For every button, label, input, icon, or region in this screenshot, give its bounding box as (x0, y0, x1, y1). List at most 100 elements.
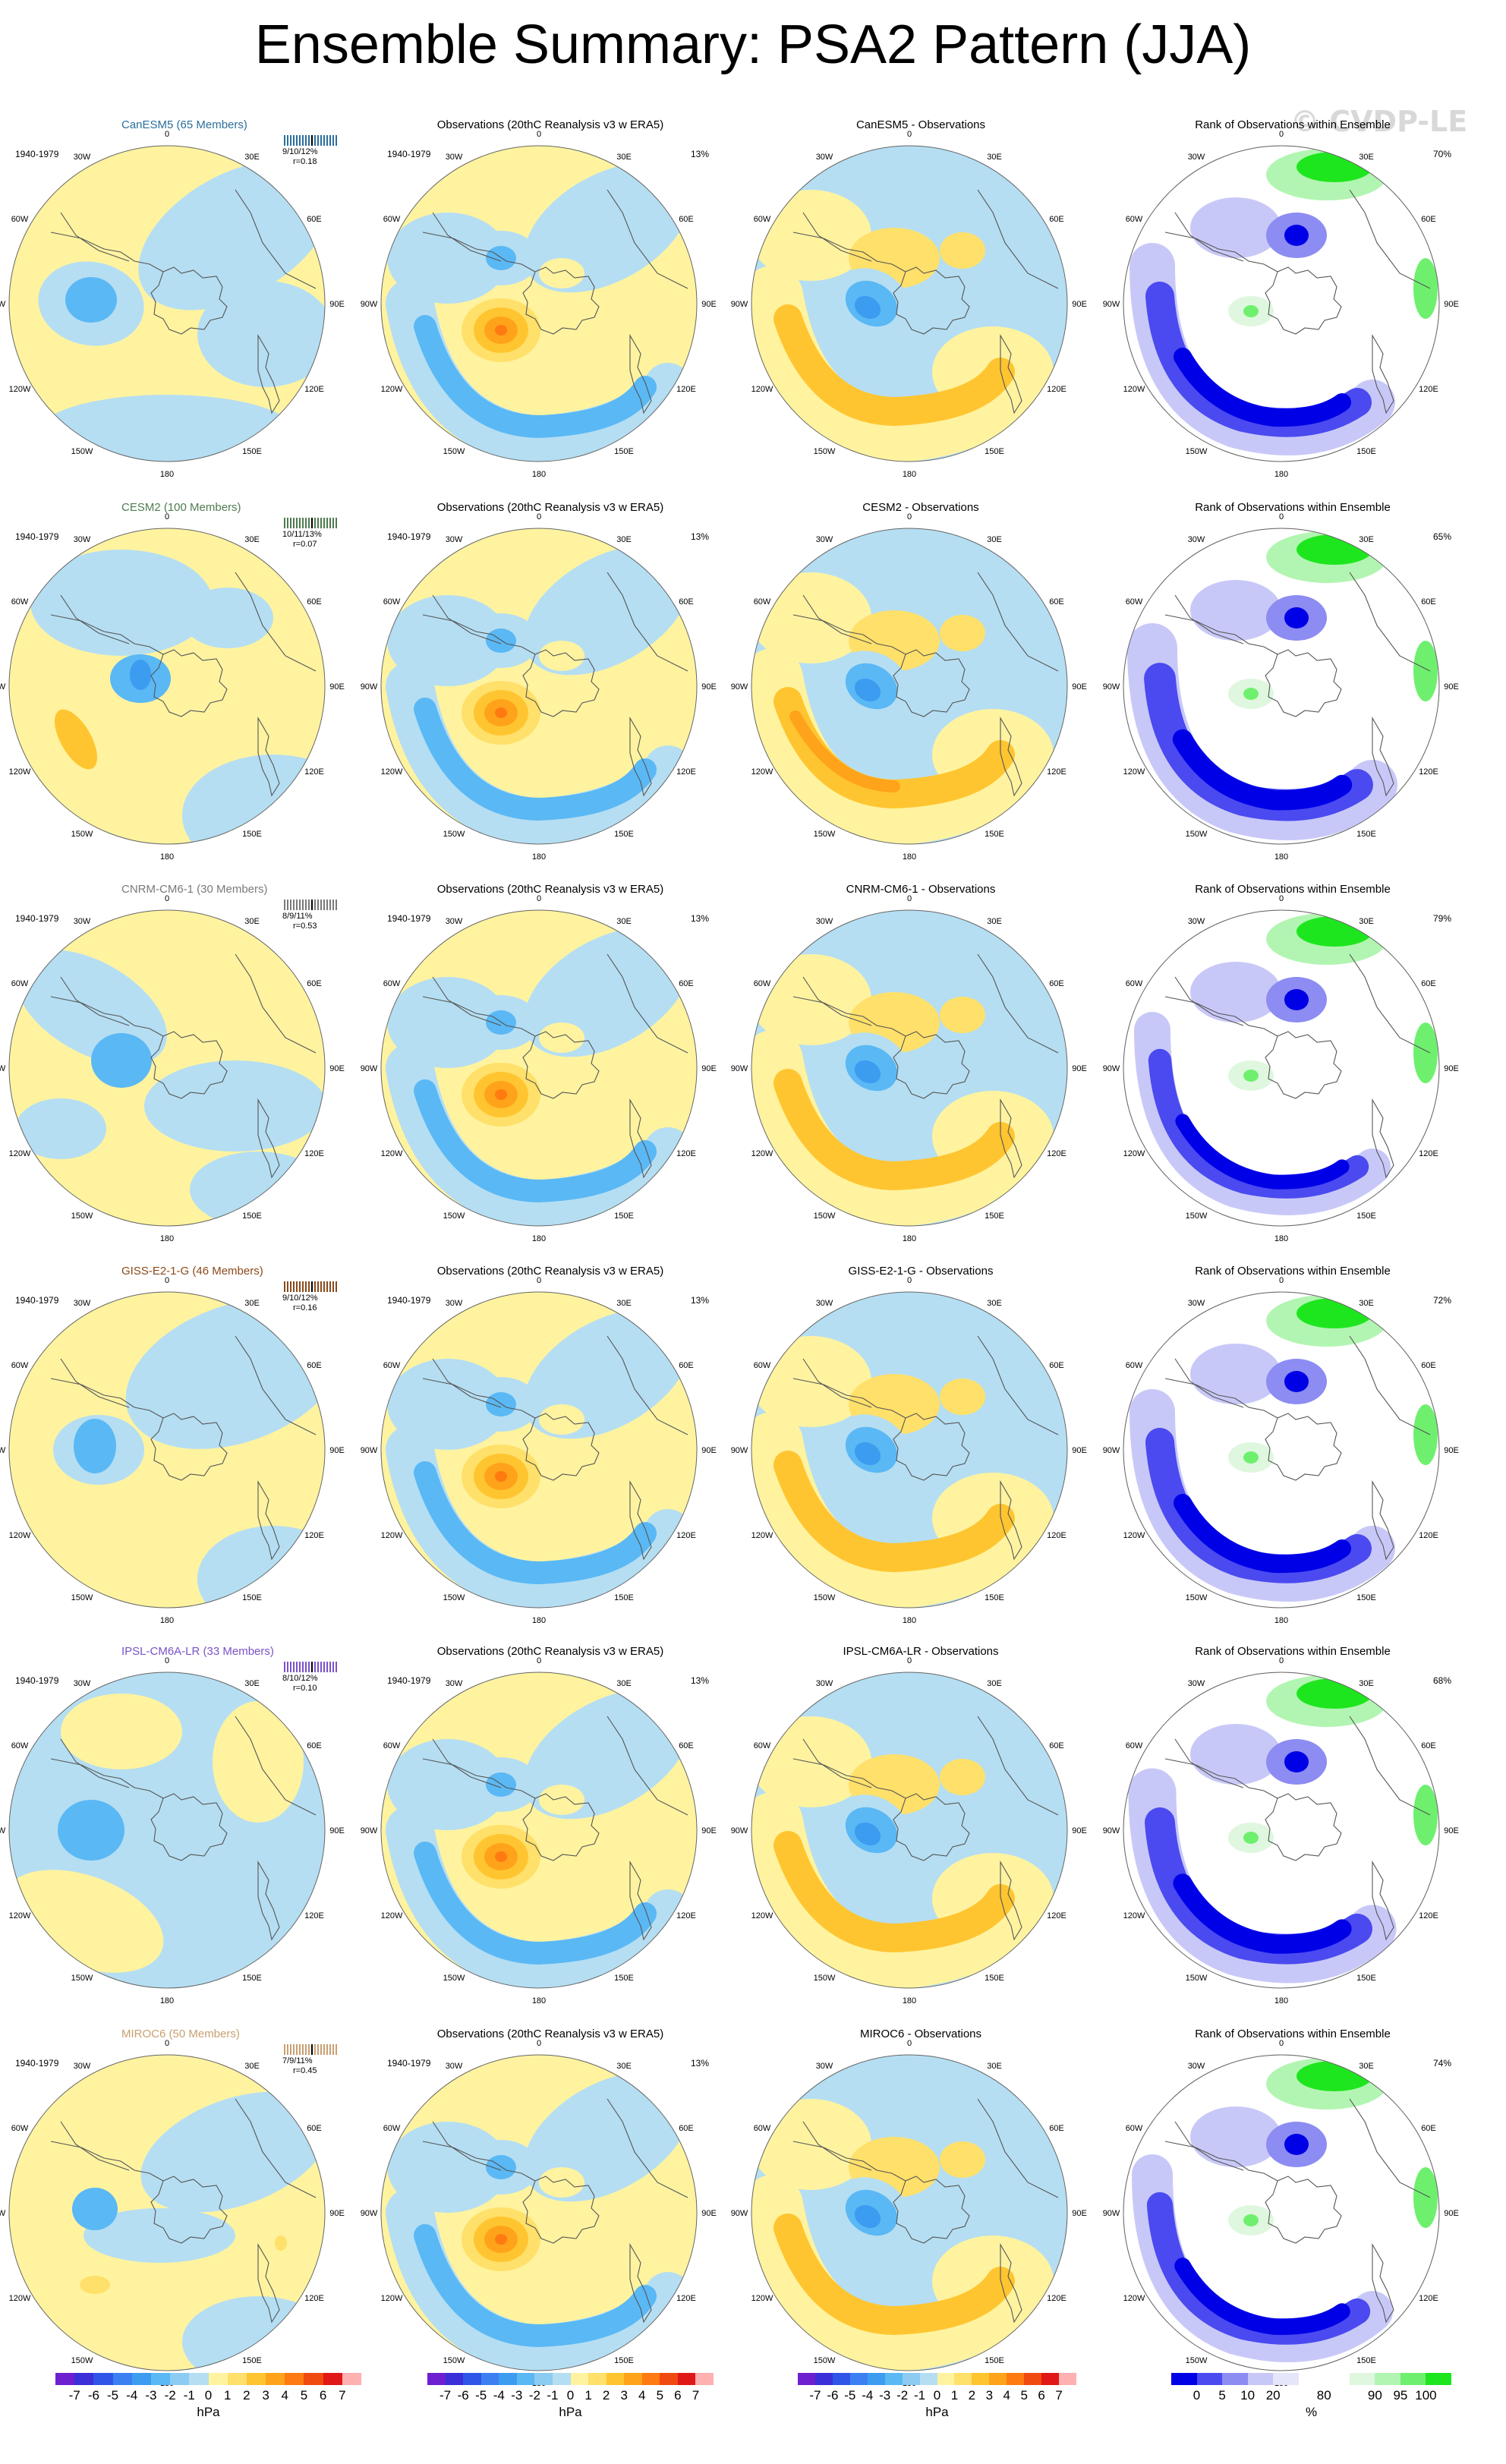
lon-label: 180 (903, 470, 916, 479)
positive-anomaly (940, 615, 985, 651)
member-bar (299, 2044, 301, 2055)
member-bar (299, 900, 301, 910)
lon-label: 120W (9, 1531, 31, 1540)
member-bar (332, 1281, 334, 1292)
lon-label: 150W (1186, 447, 1208, 456)
member-bar (311, 1281, 313, 1292)
polar-map: 0 30E 60E 90E 120E 150E 180 150W 120W 90W 60W 30W (0, 1656, 345, 2006)
lon-label: 30E (616, 1299, 632, 1308)
lon-label: 60W (11, 2124, 29, 2133)
map-border (751, 145, 1068, 462)
lon-label: 60W (11, 979, 29, 988)
member-bar (317, 900, 319, 910)
lon-label: 60W (11, 1741, 29, 1750)
member-bar (320, 1281, 322, 1292)
colorbar-tick-label: 2 (602, 2388, 610, 2403)
positive-anomaly (495, 1089, 507, 1100)
lon-label: 150E (1356, 2356, 1376, 2365)
lon-label: 60W (383, 2124, 401, 2133)
lon-label: 180 (1274, 1616, 1288, 1625)
member-bar (284, 2044, 285, 2055)
colorbar-tick-label: 4 (281, 2388, 288, 2403)
rank-low-region (1284, 1371, 1309, 1392)
member-bar (308, 1281, 310, 1292)
lon-label: 60W (754, 2124, 771, 2133)
lon-label: 90W (1103, 682, 1120, 692)
lon-label: 150W (443, 447, 465, 456)
member-bar (305, 1662, 307, 1672)
lon-label: 0 (165, 130, 169, 139)
lon-label: 120E (1047, 767, 1066, 777)
watermark: © CVDP-LE (1290, 105, 1468, 138)
lon-label: 150W (1186, 1974, 1208, 1983)
lon-label: 150E (985, 830, 1004, 839)
colorbar-cell (641, 2373, 660, 2385)
colorbar-tick-label: -2 (164, 2388, 176, 2403)
negative-anomaly-arc (414, 315, 657, 439)
model-title: CNRM-CM6-1 (30 Members) (121, 883, 268, 896)
member-bar (314, 1281, 316, 1292)
member-bar (284, 518, 285, 528)
member-bar (326, 900, 328, 910)
negative-anomaly (854, 2204, 881, 2229)
lon-label: 180 (160, 1234, 174, 1243)
member-bar (296, 518, 298, 528)
lon-label: 180 (1274, 470, 1288, 479)
member-bar (293, 1662, 295, 1672)
model-panel: CNRM-CM6-1 (30 Members) 1940-1979 8/9/11% r… (0, 863, 357, 1243)
lon-label: 90E (1072, 2209, 1087, 2218)
lon-label: 120W (751, 2294, 773, 2303)
map-border (380, 145, 698, 462)
positive-anomaly (55, 709, 97, 770)
lon-label: 30W (816, 917, 833, 926)
coastline (422, 572, 688, 797)
colorbar-cell (937, 2373, 955, 2385)
lon-label: 150W (71, 447, 93, 456)
difference-panel: MIROC6 - Observations 0 30E 60E 90E 120E 150E 1… (731, 2008, 1099, 2388)
lon-label: 60E (307, 1361, 322, 1370)
negative-anomaly (854, 678, 881, 702)
observations-panel: Observations (20thC Reanalysis v3 w ERA5… (361, 1625, 729, 2006)
lon-label: 60W (1126, 215, 1143, 224)
colorbar-tick-label: 10 (1240, 2388, 1256, 2403)
colorbar-cell (480, 2373, 499, 2385)
field-layer (9, 2055, 325, 2371)
period-label: 1940-1979 (15, 2058, 59, 2069)
colorbar-cell (849, 2373, 868, 2385)
map-border (380, 2054, 698, 2371)
member-bar (314, 1662, 316, 1672)
lon-label: 0 (1279, 2039, 1284, 2048)
lon-label: 30W (816, 1679, 833, 1688)
lon-label: 90E (1072, 1446, 1087, 1455)
lon-label: 150W (814, 1974, 836, 1983)
hpa-legend-3: -7 -6 -5 -4 -3 -2 -1 0 1 2 3 4 5 6 7 hPa (798, 2373, 1076, 2449)
lon-label: 90E (1072, 1064, 1087, 1073)
colorbar-cell (798, 2373, 815, 2385)
colorbar-tick-label: 6 (1038, 2388, 1045, 2403)
lon-label: 60E (1049, 1361, 1064, 1370)
observations-panel: Observations (20thC Reanalysis v3 w ERA5… (361, 481, 729, 862)
lon-label: 30E (616, 153, 632, 162)
period-label: 1940-1979 (387, 1675, 431, 1686)
colorbar-tick-label: -4 (493, 2388, 505, 2403)
lon-label: 30E (244, 917, 260, 926)
lon-label: 30E (244, 1299, 260, 1308)
colorbar-cell (1247, 2373, 1274, 2385)
positive-anomaly-arc (789, 711, 900, 792)
colorbar-cell (227, 2373, 247, 2385)
lon-label: 150E (985, 1974, 1004, 1983)
lon-label: 60E (307, 215, 322, 224)
lon-label: 0 (537, 1656, 541, 1665)
coastline (1164, 1335, 1431, 1561)
member-bar (332, 900, 334, 910)
member-spread-bars (279, 900, 342, 910)
negative-anomaly (138, 160, 325, 310)
colorbar-tick-label: 1 (950, 2388, 959, 2403)
lon-label: 120E (304, 1911, 324, 1920)
member-bar (305, 518, 307, 528)
lon-label: 30W (74, 153, 91, 162)
lon-label: 120E (1047, 2294, 1066, 2303)
member-bar (284, 1662, 285, 1672)
polar-map: 0 30E 60E 90E 120E 150E 180 150W 120W 90W 60W 30W (0, 512, 345, 862)
lon-label: 120W (751, 1149, 773, 1158)
